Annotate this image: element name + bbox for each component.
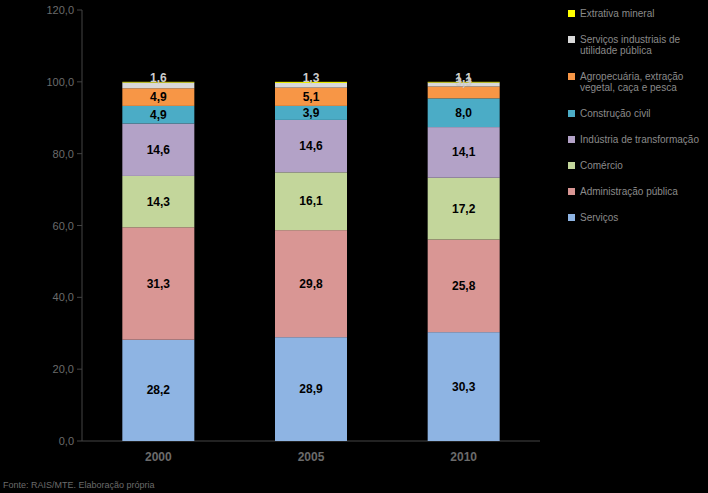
y-tick [77, 369, 82, 370]
data-label: 14,6 [299, 139, 323, 153]
legend-label: Indústria de transformação [580, 134, 699, 145]
data-label: 16,1 [299, 194, 323, 208]
y-tick-label: 100,0 [46, 76, 74, 88]
bar-segment [275, 337, 347, 441]
bar-segment [428, 127, 500, 178]
source-note: Fonte: RAIS/MTE. Elaboração própria [3, 480, 155, 490]
legend-line: Comércio [580, 160, 623, 171]
bars [122, 82, 499, 441]
y-tick-label: 0,0 [59, 435, 74, 447]
y-tick [77, 10, 82, 11]
legend-swatch [568, 136, 575, 143]
bar-segment [275, 106, 347, 120]
data-label: 14,1 [452, 145, 476, 159]
data-label: 14,3 [147, 195, 171, 209]
bar-segment [122, 227, 194, 339]
bar-segment [428, 178, 500, 240]
legend-swatch [568, 214, 575, 221]
y-tick-label: 80,0 [53, 148, 74, 160]
bar-segment [428, 98, 500, 127]
bar-segment [275, 230, 347, 337]
data-label: 4,9 [150, 108, 167, 122]
data-label: 30,3 [452, 380, 476, 394]
legend-label: Extrativa mineral [580, 8, 654, 19]
data-labels: 28,2 31,3 14,3 14,6 4,9 4,9 1,6 28,9 29,8 16,1 14,… [147, 71, 476, 398]
legend-entry: Serviços industriais deutilidade pública [568, 34, 680, 56]
x-tick-label: 2000 [145, 450, 172, 464]
legend-label: Serviços industriais deutilidade pública [580, 34, 680, 56]
legend-swatch [568, 73, 575, 80]
legend-entry: Construção civil [568, 108, 651, 119]
y-tick [77, 297, 82, 298]
legend-label: Construção civil [580, 108, 651, 119]
data-label: 28,2 [147, 383, 171, 397]
data-label: 3,9 [303, 106, 320, 120]
y-tick [77, 153, 82, 154]
data-label: 4,9 [150, 90, 167, 104]
legend-entry: Extrativa mineral [568, 8, 654, 19]
data-label: 17,2 [452, 202, 476, 216]
legend-entry: Serviços [568, 212, 618, 223]
data-label: 31,3 [147, 277, 171, 291]
legend-swatch [568, 36, 575, 43]
chart: 0,0 20,0 40,0 60,0 80,0 100,0 120,0 28,2 31,3 14,… [0, 0, 708, 493]
data-label: 1,6 [150, 71, 167, 85]
legend-line: Serviços industriais de [580, 34, 680, 45]
y-tick [77, 81, 82, 82]
bar-segment [428, 240, 500, 333]
x-tick-label: 2010 [450, 450, 477, 464]
legend-entry: Agropecuária, extraçãovegetal, caça e pe… [568, 71, 684, 93]
data-label: 25,8 [452, 279, 476, 293]
bar-segment [275, 172, 347, 230]
y-tick-label: 40,0 [53, 291, 74, 303]
legend-line: utilidade pública [580, 45, 652, 56]
legend-label: Comércio [580, 160, 623, 171]
legend-line: Extrativa mineral [580, 8, 654, 19]
legend-label: Administração pública [580, 186, 678, 197]
legend-entry: Comércio [568, 160, 623, 171]
legend-swatch [568, 188, 575, 195]
data-label: 5,1 [303, 90, 320, 104]
bar-segment [122, 88, 194, 106]
data-label: 14,6 [147, 143, 171, 157]
y-tick-label: 60,0 [53, 220, 74, 232]
y-tick [77, 225, 82, 226]
y-tick [77, 441, 82, 442]
legend-swatch [568, 10, 575, 17]
legend-label: Agropecuária, extraçãovegetal, caça e pe… [580, 71, 684, 93]
bar-segment [122, 176, 194, 227]
legend-line: vegetal, caça e pesca [580, 82, 677, 93]
x-tick-label: 2005 [298, 450, 325, 464]
data-label: 29,8 [299, 277, 323, 291]
bar-segment [122, 106, 194, 124]
legend-swatch [568, 110, 575, 117]
bar-segment [275, 120, 347, 172]
legend-line: Serviços [580, 212, 618, 223]
data-label: 1,3 [303, 71, 320, 85]
data-label: 1,1 [455, 71, 472, 85]
legend-entry: Administração pública [568, 186, 678, 197]
y-tick-label: 120,0 [46, 4, 74, 16]
bar-segment [428, 332, 500, 441]
legend-entry: Indústria de transformação [568, 134, 699, 145]
data-label: 28,9 [299, 382, 323, 396]
legend-line: Agropecuária, extração [580, 71, 684, 82]
bar-segment [122, 123, 194, 175]
bar-segment [122, 340, 194, 441]
bar-segment [275, 88, 347, 106]
legend-line: Construção civil [580, 108, 651, 119]
data-label: 8,0 [455, 106, 472, 120]
legend-swatch [568, 162, 575, 169]
legend-label: Serviços [580, 212, 618, 223]
legend-line: Indústria de transformação [580, 134, 699, 145]
legend-line: Administração pública [580, 186, 678, 197]
y-tick-label: 20,0 [53, 363, 74, 375]
